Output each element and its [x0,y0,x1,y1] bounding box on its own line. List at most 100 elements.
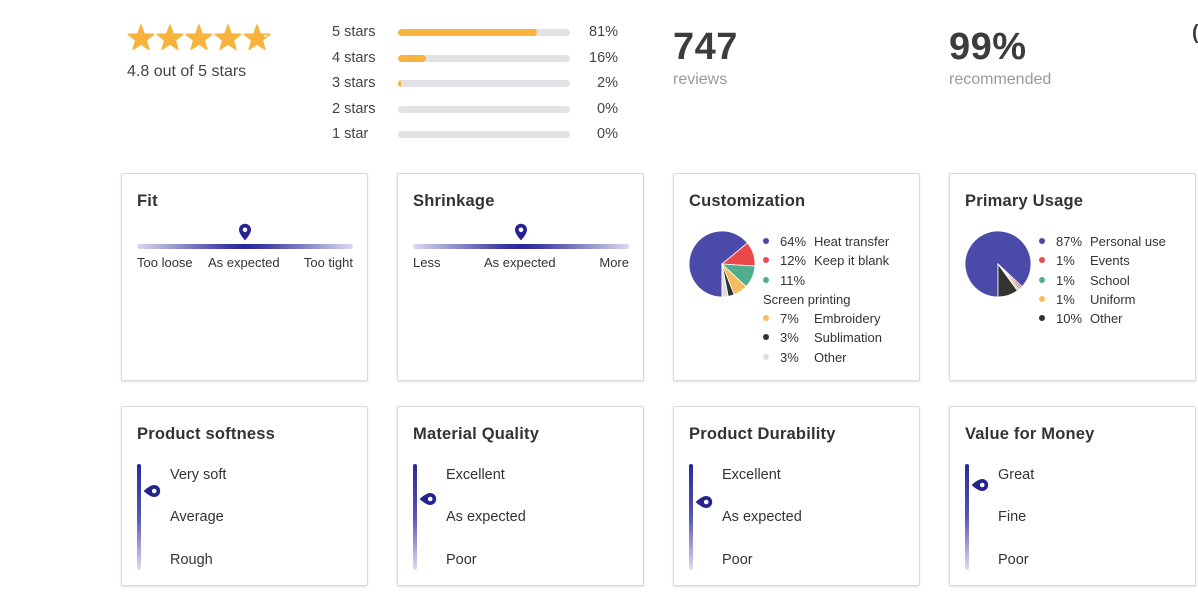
scale-label-right: More [599,255,629,270]
distribution-bar-fill [398,80,402,87]
scale-label-bottom: Poor [998,552,1029,568]
distribution-bar-fill [398,54,426,62]
distribution-label: 1 star [332,126,369,142]
value-for-money-card: Value for Money Great Fine Poor [949,406,1196,586]
location-pin-icon [143,484,161,497]
durability-scale [689,464,693,570]
distribution-row-5[interactable]: 5 stars 81% [332,22,632,48]
legend-percent: 3% [780,349,799,365]
customization-legend: 64% Heat transfer 12% Keep it blank 11% Scree… [763,232,913,367]
legend-label: School [1090,272,1130,288]
distribution-row-2[interactable]: 2 stars 0% [332,99,632,125]
legend-dot-icon [763,276,769,283]
distribution-label: 3 stars [332,75,376,91]
customization-card: Customization 64% Heat transfer 12% Keep it… [673,173,920,381]
distribution-percent: 2% [597,75,618,91]
star-icon [243,24,271,51]
legend-dot-icon [1039,276,1045,283]
distribution-percent: 0% [597,126,618,142]
legend-dot-icon [763,238,769,244]
card-title: Product Durability [689,425,836,443]
customization-pie-chart [688,230,756,298]
location-pin-icon [695,496,713,509]
scale-label-top: Very soft [170,467,227,483]
reviews-label: reviews [673,71,728,88]
star-rating [127,24,271,51]
card-title: Product softness [137,425,275,443]
card-title: Fit [137,192,158,210]
distribution-row-4[interactable]: 4 stars 16% [332,48,632,74]
reviews-count: 747 [673,26,738,68]
scale-label-middle: As expected [208,255,280,270]
recommended-label: recommended [949,71,1052,88]
product-softness-card: Product softness Very soft Average Rough [121,406,368,586]
pie-slice[interactable] [997,262,1018,298]
distribution-row-3[interactable]: 3 stars 2% [332,73,632,99]
legend-percent: 1% [1056,291,1075,307]
pie-slice[interactable] [721,263,729,298]
distribution-bar [398,131,570,138]
scale-label-right: Too tight [303,255,353,270]
scale-label-middle: Average [170,509,224,525]
legend-percent: 64% [780,234,807,249]
legend-percent: 7% [780,311,799,327]
star-icon [156,24,184,51]
distribution-label: 5 stars [332,24,376,40]
legend-dot-icon [1039,238,1045,244]
legend-item: 1% School [1039,271,1189,290]
distribution-label: 4 stars [332,49,376,66]
scale-label-middle: As expected [484,255,556,270]
legend-item: 10% Other [1039,309,1189,328]
clipped-stat-glyph: ( [1192,22,1198,45]
distribution-bar [398,54,570,62]
pie-slice[interactable] [688,230,748,298]
scale-label-middle: As expected [722,509,802,525]
value-for-money-scale [965,464,969,570]
legend-item: 1% Events [1039,251,1189,270]
scale-label-left: Too loose [137,255,193,270]
scale-label-bottom: Poor [446,552,477,568]
scale-label-bottom: Poor [722,552,753,568]
legend-percent: 1% [1056,253,1075,269]
scale-label-bottom: Rough [170,552,213,568]
distribution-label: 2 stars [332,100,376,117]
softness-scale [137,464,141,570]
location-pin-icon [515,223,527,241]
legend-percent: 1% [1056,272,1075,288]
star-icon [127,24,155,51]
legend-label: Other [814,349,847,365]
legend-item: 87% Personal use [1039,232,1189,251]
distribution-bar-fill [398,29,538,36]
legend-percent: 87% [1056,234,1083,249]
distribution-percent: 81% [589,24,619,40]
legend-label: Events [1090,253,1130,269]
material-quality-scale [413,464,417,570]
material-quality-card: Material Quality Excellent As expected P… [397,406,644,586]
legend-dot-icon [763,315,769,322]
legend-label: Heat transfer [814,234,890,249]
distribution-bar [398,29,570,36]
card-title: Material Quality [413,425,540,443]
legend-item: 3% Sublimation [763,328,913,347]
legend-label: Embroidery [814,311,881,327]
legend-dot-icon [763,353,769,360]
legend-percent: 10% [1056,311,1083,327]
scale-label-top: Excellent [722,467,781,483]
distribution-row-1[interactable]: 1 star 0% [332,124,632,150]
star-icon [214,24,242,51]
legend-dot-icon [763,334,769,341]
scale-label-middle: Fine [998,509,1027,525]
distribution-percent: 0% [597,100,618,117]
scale-label-middle: As expected [446,509,526,525]
card-title: Value for Money [965,425,1095,443]
primary-usage-card: Primary Usage 87% Personal use 1% Events 1% S… [949,173,1196,381]
legend-percent: 12% [780,253,807,269]
legend-item: 7% Embroidery [763,309,913,328]
location-pin-icon [971,479,989,492]
legend-label: Keep it blank [814,253,890,269]
legend-dot-icon [1039,257,1045,264]
shrinkage-scale [413,244,629,249]
location-pin-icon [419,492,437,505]
card-title: Shrinkage [413,192,495,210]
primary-usage-pie-chart [964,230,1032,298]
